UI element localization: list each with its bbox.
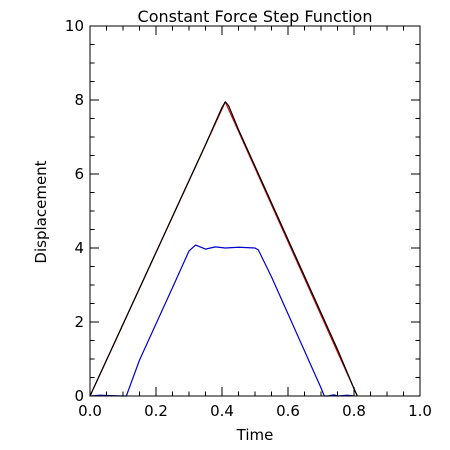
y-axis-label: Displacement: [32, 160, 50, 263]
y-tick-label: 6: [74, 165, 84, 183]
series-line-3: [89, 244, 355, 397]
series-layer: [89, 101, 358, 397]
x-tick-label: 0.4: [210, 402, 234, 420]
x-tick-label: 0.6: [276, 402, 300, 420]
x-tick-label: 0.0: [78, 402, 102, 420]
y-tick-label: 2: [74, 313, 84, 331]
x-axis-label: Time: [236, 426, 274, 444]
plot-frame: [89, 25, 421, 397]
y-tick-label: 8: [74, 91, 84, 109]
x-tick-label: 1.0: [408, 402, 432, 420]
chart-title: Constant Force Step Function: [138, 7, 373, 26]
series-line-2: [89, 101, 358, 397]
y-tick-label: 10: [65, 17, 84, 35]
y-tick-label: 4: [74, 239, 84, 257]
tick-layer: 0.0 0.2 0.4 0.6 0.8 1.0 0 2 4 6 8 10: [65, 17, 432, 420]
y-tick-label: 0: [74, 387, 84, 405]
x-tick-label: 0.8: [342, 402, 366, 420]
x-tick-label: 0.2: [144, 402, 168, 420]
series-line-1: [89, 101, 358, 397]
